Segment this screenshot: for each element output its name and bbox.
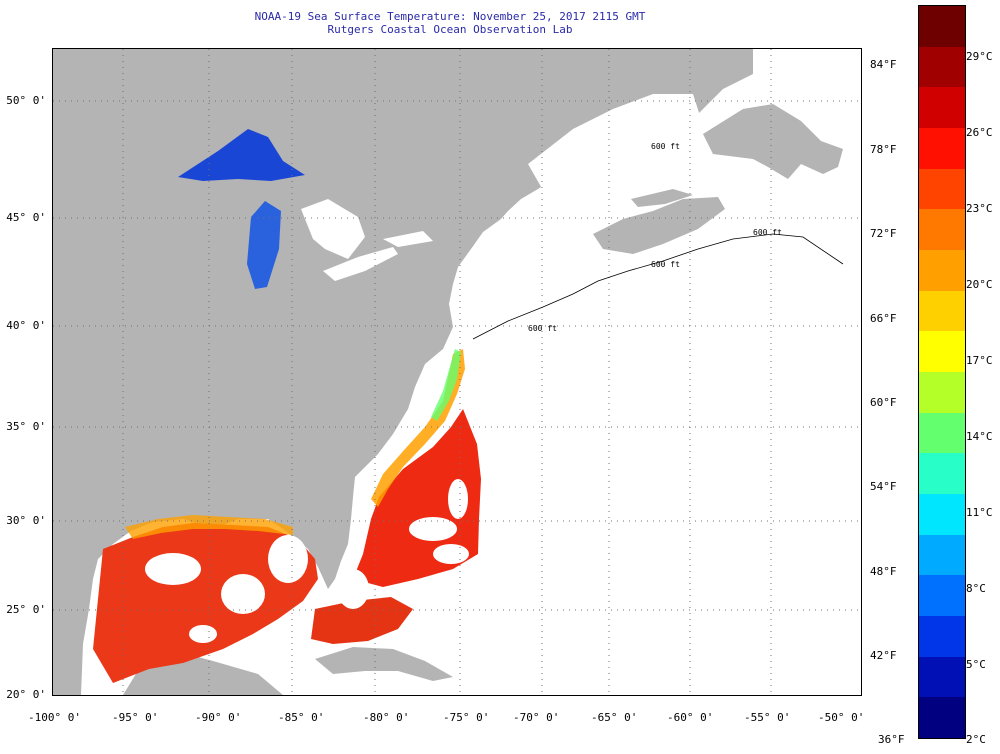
- land-pei: [631, 189, 693, 207]
- depth-contour-600ft: [472, 233, 844, 340]
- chart-title: NOAA-19 Sea Surface Temperature: Novembe…: [254, 10, 646, 23]
- lat-label-40: 40° 0': [6, 319, 46, 332]
- lon-label-60: -60° 0': [667, 711, 714, 724]
- lon-label-100: -100° 0': [28, 711, 81, 724]
- colorbar-band: [919, 656, 965, 699]
- sst-coastal-band-green: [431, 349, 461, 421]
- lake-michigan: [247, 201, 281, 289]
- lat-label-50: 50° 0': [6, 94, 46, 107]
- colorbar-band: [919, 534, 965, 577]
- temperature-colorbar: [918, 5, 966, 739]
- colorbar-band: [919, 87, 965, 129]
- colorbar-band: [919, 46, 965, 89]
- colorbar-f-42: 42°F: [870, 649, 897, 662]
- colorbar-band: [919, 372, 965, 414]
- depth-label-3: 600 ft: [753, 228, 782, 237]
- colorbar-f-36: 36°F: [878, 733, 905, 746]
- colorbar-f-84: 84°F: [870, 58, 897, 71]
- lon-label-50: -50° 0': [818, 711, 865, 724]
- lake-ontario: [383, 231, 433, 247]
- sst-florida-straits: [311, 597, 413, 644]
- lat-label-35: 35° 0': [6, 420, 46, 433]
- land-north-america: [53, 49, 753, 695]
- colorbar-f-78: 78°F: [870, 143, 897, 156]
- lat-label-30: 30° 0': [6, 514, 46, 527]
- sst-gulf-stream: [353, 409, 481, 587]
- sst-map: 600 ft 600 ft 600 ft 600 ft: [52, 48, 862, 696]
- lat-label-20: 20° 0': [6, 688, 46, 701]
- map-canvas: 600 ft 600 ft 600 ft 600 ft: [53, 49, 861, 695]
- colorbar-c-20: 20°C: [966, 278, 993, 291]
- colorbar-band: [919, 290, 965, 333]
- colorbar-c-11: 11°C: [966, 506, 993, 519]
- colorbar-f-72: 72°F: [870, 227, 897, 240]
- lon-label-95: -95° 0': [112, 711, 159, 724]
- depth-label-2: 600 ft: [651, 260, 680, 269]
- lake-superior: [178, 129, 305, 181]
- colorbar-band: [919, 616, 965, 658]
- colorbar-band: [919, 209, 965, 251]
- lat-label-45: 45° 0': [6, 211, 46, 224]
- colorbar-band: [919, 331, 965, 373]
- lake-huron: [301, 199, 365, 259]
- depth-label-1: 600 ft: [528, 324, 557, 333]
- colorbar-f-66: 66°F: [870, 312, 897, 325]
- colorbar-band: [919, 6, 965, 48]
- land-cuba: [315, 647, 453, 681]
- colorbar-band: [919, 494, 965, 536]
- sst-coastal-band-carolinas: [371, 349, 465, 507]
- lon-label-75: -75° 0': [443, 711, 490, 724]
- colorbar-band: [919, 168, 965, 211]
- colorbar-f-60: 60°F: [870, 396, 897, 409]
- colorbar-c-26: 26°C: [966, 126, 993, 139]
- lon-label-85: -85° 0': [278, 711, 325, 724]
- land-newfoundland: [703, 104, 843, 179]
- lon-label-90: -90° 0': [195, 711, 242, 724]
- lon-label-65: -65° 0': [591, 711, 638, 724]
- land-nova-scotia: [593, 197, 725, 254]
- colorbar-c-5: 5°C: [966, 658, 986, 671]
- lake-erie: [323, 247, 398, 281]
- chart-subtitle: Rutgers Coastal Ocean Observation Lab: [327, 23, 573, 36]
- colorbar-c-2: 2°C: [966, 733, 986, 746]
- depth-label-4: 600 ft: [651, 142, 680, 151]
- colorbar-c-14: 14°C: [966, 430, 993, 443]
- colorbar-band: [919, 412, 965, 455]
- lon-label-80: -80° 0': [363, 711, 410, 724]
- colorbar-band: [919, 697, 965, 738]
- colorbar-f-48: 48°F: [870, 565, 897, 578]
- colorbar-c-17: 17°C: [966, 354, 993, 367]
- cloud-patches: [145, 479, 469, 643]
- colorbar-c-8: 8°C: [966, 582, 986, 595]
- lon-label-70: -70° 0': [513, 711, 560, 724]
- lat-label-25: 25° 0': [6, 603, 46, 616]
- lon-label-55: -55° 0': [744, 711, 791, 724]
- gulf-st-lawrence: [528, 94, 701, 214]
- colorbar-band: [919, 128, 965, 170]
- colorbar-band: [919, 453, 965, 495]
- colorbar-c-23: 23°C: [966, 202, 993, 215]
- colorbar-band: [919, 575, 965, 617]
- colorbar-band: [919, 250, 965, 292]
- colorbar-c-29: 29°C: [966, 50, 993, 63]
- colorbar-f-54: 54°F: [870, 480, 897, 493]
